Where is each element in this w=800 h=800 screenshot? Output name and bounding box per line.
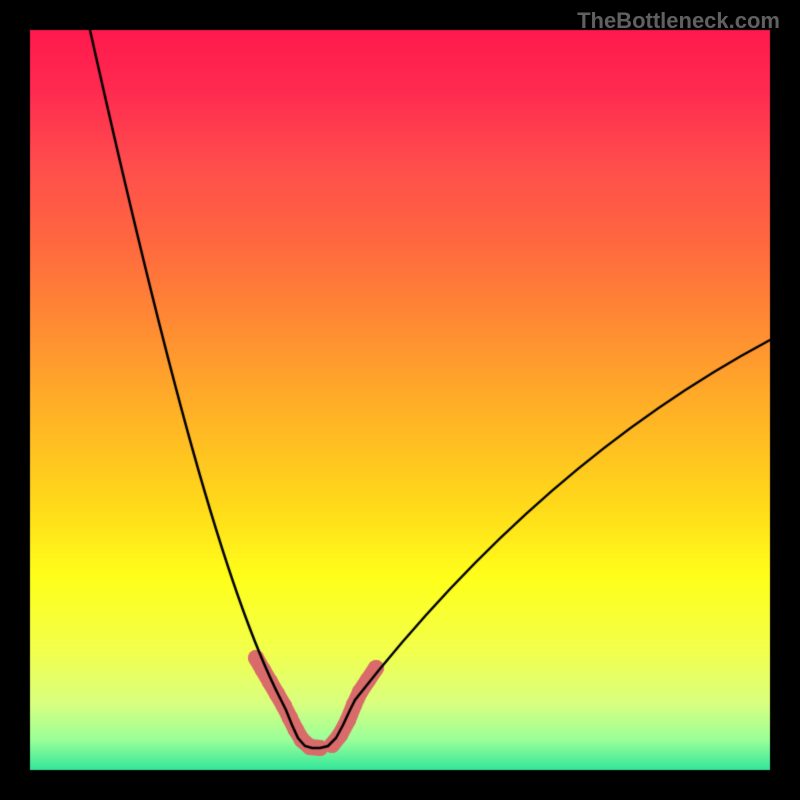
watermark-text: TheBottleneck.com <box>577 8 780 34</box>
bottleneck-chart <box>0 0 800 800</box>
